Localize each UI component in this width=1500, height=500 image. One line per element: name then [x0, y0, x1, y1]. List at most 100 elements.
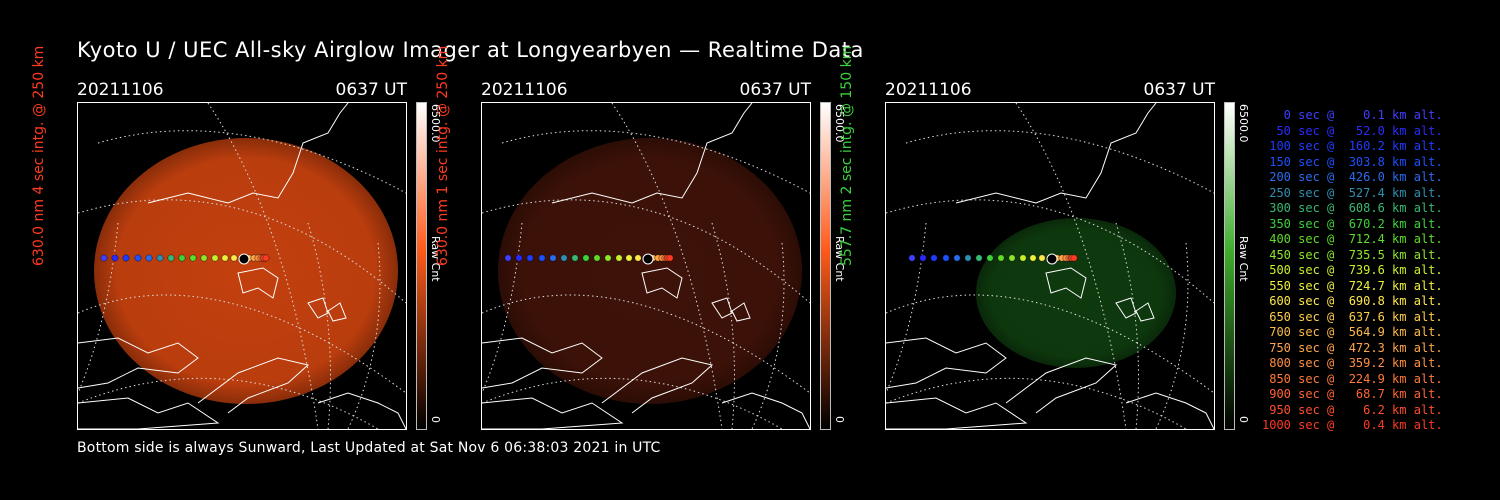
trajectory-point [930, 254, 938, 262]
latitude-gridline [97, 130, 406, 194]
trajectory-point [111, 254, 119, 262]
trajectory-point [615, 254, 623, 262]
coastline [641, 267, 683, 299]
coastline [1005, 357, 1118, 414]
trajectory-point [504, 254, 512, 262]
trajectory-point [178, 254, 186, 262]
coastline [886, 337, 1007, 389]
latitude-gridline [501, 130, 810, 194]
longitude-gridline [1115, 222, 1139, 429]
legend-row: 900 sec @ 68.7 km alt. [1262, 387, 1443, 401]
trajectory-point [666, 254, 674, 262]
imager-panel-1: 20211106 0637 UT 630.0 nm 4 sec intg. @ … [31, 46, 537, 440]
trajectory-point [526, 254, 534, 262]
trajectory-point [1019, 254, 1027, 262]
trajectory-point [964, 254, 972, 262]
trajectory-point [571, 254, 579, 262]
legend-row: 450 sec @ 735.5 km alt. [1262, 247, 1443, 262]
trajectory-point [211, 254, 219, 262]
imager-panel-2: 20211106 0637 UT 630.0 nm 1 sec intg. @ … [435, 46, 941, 440]
trajectory-point [1029, 254, 1037, 262]
legend-row: 950 sec @ 6.2 km alt. [1262, 402, 1443, 417]
trajectory-point [156, 254, 164, 262]
latitude-gridline [886, 199, 1214, 304]
colorbar-unit-label: Raw Cnt [429, 236, 442, 282]
latitude-gridline [78, 377, 379, 429]
trajectory-point [200, 254, 208, 262]
panel-ylabel: 630.0 nm 1 sec intg. @ 250 km [435, 46, 463, 430]
colorbar-unit-label: Raw Cnt [833, 236, 846, 282]
panel-ylabel: 630.0 nm 4 sec intg. @ 250 km [31, 46, 59, 430]
trajectory-point [908, 254, 916, 262]
coastline [78, 397, 220, 429]
trajectory-point [634, 254, 642, 262]
coastline [147, 103, 349, 204]
longitude-gridline [886, 222, 927, 394]
latitude-gridline [905, 130, 1214, 194]
panel-date: 20211106 [481, 80, 568, 100]
colorbar [820, 102, 831, 430]
latitude-gridline [78, 199, 406, 304]
coastline [482, 397, 624, 429]
legend-row: 200 sec @ 426.0 km alt. [1262, 170, 1443, 184]
coastline [721, 392, 810, 429]
trajectory-point [167, 254, 175, 262]
colorbar-max-label: 6500.0 [833, 104, 846, 143]
allsky-image [481, 102, 811, 430]
legend-row: 500 sec @ 739.6 km alt. [1262, 263, 1443, 277]
trajectory-point [515, 254, 523, 262]
legend-row: 800 sec @ 359.2 km alt. [1262, 356, 1443, 370]
allsky-image [885, 102, 1215, 430]
colorbar [416, 102, 427, 430]
site-marker [1046, 253, 1058, 265]
coastline [237, 267, 279, 299]
coastline [1045, 267, 1087, 299]
trajectory-point [997, 254, 1005, 262]
coastline [551, 103, 753, 204]
longitude-gridline [611, 103, 723, 429]
trajectory-point [549, 254, 557, 262]
colorbar-min-label: 0 [833, 416, 846, 423]
trajectory-point [1038, 254, 1046, 262]
legend-row: 250 sec @ 527.4 km alt. [1262, 185, 1443, 200]
coastline [955, 103, 1157, 204]
panel-time: 0637 UT [1143, 80, 1216, 100]
longitude-gridline [307, 222, 331, 429]
coastline [197, 357, 310, 414]
coastline [1125, 392, 1214, 429]
colorbar-max-label: 6500.0 [429, 104, 442, 143]
legend-row: 350 sec @ 670.2 km alt. [1262, 216, 1443, 231]
trajectory-point [145, 254, 153, 262]
legend-row: 100 sec @ 160.2 km alt. [1262, 139, 1443, 153]
allsky-image [77, 102, 407, 430]
trajectory-point [975, 254, 983, 262]
latitude-gridline [886, 377, 1187, 429]
trajectory-legend: 0 sec @ 0.1 km alt. 50 sec @ 52.0 km alt… [1262, 108, 1443, 434]
coastline [482, 337, 603, 389]
legend-row: 550 sec @ 724.7 km alt. [1262, 278, 1443, 293]
trajectory-point [942, 254, 950, 262]
trajectory-point [189, 254, 197, 262]
footer-status: Bottom side is always Sunward, Last Upda… [77, 440, 661, 456]
panel-ylabel-text: 630.0 nm 1 sec intg. @ 250 km [435, 45, 451, 266]
trajectory-point [262, 254, 270, 262]
legend-row: 0 sec @ 0.1 km alt. [1262, 108, 1443, 122]
trajectory-point [560, 254, 568, 262]
site-marker [642, 253, 654, 265]
legend-row: 50 sec @ 52.0 km alt. [1262, 123, 1443, 138]
colorbar-unit-label: Raw Cnt [1237, 236, 1250, 282]
trajectory-point [582, 254, 590, 262]
trajectory-point [122, 254, 130, 262]
panel-date: 20211106 [77, 80, 164, 100]
longitude-gridline [1155, 242, 1189, 429]
panel-date: 20211106 [885, 80, 972, 100]
coastline [711, 297, 751, 322]
trajectory-point [625, 254, 633, 262]
coastline [317, 392, 406, 429]
airglow-disc [976, 218, 1176, 368]
trajectory-point [230, 254, 238, 262]
trajectory-point [134, 254, 142, 262]
legend-row: 1000 sec @ 0.4 km alt. [1262, 418, 1443, 432]
trajectory-point [1070, 254, 1078, 262]
legend-row: 650 sec @ 637.6 km alt. [1262, 309, 1443, 324]
